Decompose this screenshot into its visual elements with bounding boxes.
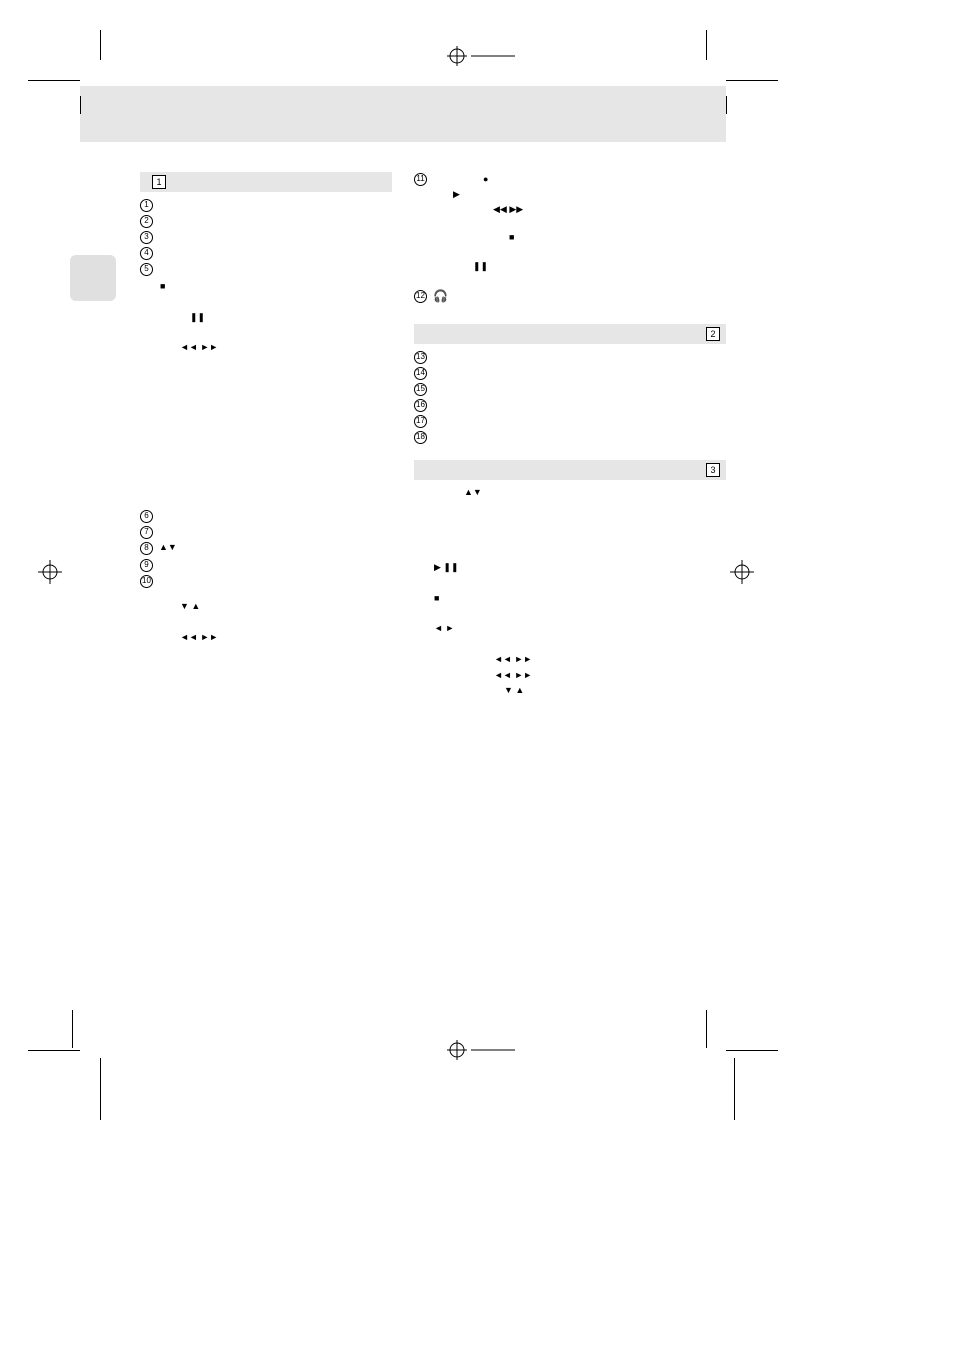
circled-3: 3	[140, 231, 153, 244]
section-1-numbox: 1	[152, 175, 166, 189]
crop-mark	[726, 80, 778, 81]
headphones-icon: 🎧	[433, 288, 448, 304]
item-10: 10	[140, 574, 392, 588]
crop-mark	[28, 1050, 80, 1051]
item-1: 1	[140, 198, 392, 212]
skip-back-fwd-icon: ◄◄ ►►	[494, 653, 534, 665]
circled-11: 11	[414, 173, 427, 186]
item-8: 8 ▲▼	[140, 541, 392, 556]
play-pause-icon: ▶ ❚❚	[434, 561, 474, 573]
registration-mark-top	[437, 46, 517, 66]
circled-1: 1	[140, 199, 153, 212]
stop-icon: ■	[509, 231, 549, 243]
registration-mark-left	[38, 560, 62, 584]
stop-icon: ■	[434, 592, 474, 604]
stop-icon: ■	[160, 280, 200, 292]
circled-8: 8	[140, 542, 153, 555]
item-14: 14	[414, 366, 726, 380]
section-3-numbox: 3	[706, 463, 720, 477]
down-up-icon: ▼ ▲	[504, 684, 544, 696]
up-down-icon: ▲▼	[464, 486, 504, 498]
item-6: 6	[140, 509, 392, 523]
header-trim-right	[726, 96, 727, 114]
circled-2: 2	[140, 215, 153, 228]
section-2-header: 2	[414, 324, 726, 344]
registration-mark-bottom	[437, 1040, 517, 1060]
item-11: 11 ● ▶ ◀◀ ▶▶ ■ ❚❚	[414, 172, 726, 275]
crop-mark	[28, 80, 80, 81]
item-5: 5	[140, 262, 392, 276]
item-9: 9	[140, 558, 392, 572]
item-12: 12 🎧	[414, 289, 726, 304]
item-18: 18	[414, 430, 726, 444]
rew-ff-icon: ◀◀ ▶▶	[493, 203, 533, 215]
item-7: 7	[140, 525, 392, 539]
page-header-bar	[80, 86, 726, 142]
circled-6: 6	[140, 510, 153, 523]
crop-mark	[706, 30, 707, 60]
item-15: 15	[414, 382, 726, 396]
section-1-header: 1	[140, 172, 392, 192]
circled-7: 7	[140, 526, 153, 539]
crop-mark	[100, 30, 101, 60]
crop-mark	[726, 1050, 778, 1051]
circled-12: 12	[414, 290, 427, 303]
header-trim-left	[80, 96, 81, 114]
prev-next-icon: ◄ ►	[434, 622, 474, 634]
circled-9: 9	[140, 559, 153, 572]
item-16: 16	[414, 398, 726, 412]
item-17: 17	[414, 414, 726, 428]
record-icon: ●	[483, 173, 523, 185]
item-3: 3	[140, 230, 392, 244]
down-up-icon: ▼ ▲	[180, 600, 220, 612]
play-icon: ▶	[453, 188, 493, 200]
pause-icon: ❚❚	[473, 260, 513, 272]
up-down-icon: ▲▼	[159, 542, 177, 552]
rewind-forward-icons: ◄◄ ►►	[180, 341, 220, 353]
item-2: 2	[140, 214, 392, 228]
right-column: 11 ● ▶ ◀◀ ▶▶ ■ ❚❚ 12	[414, 170, 726, 700]
circled-10: 10	[140, 575, 153, 588]
skip-back-fwd-icon-2: ◄◄ ►►	[494, 669, 534, 681]
rewind-forward-icon: ◄◄ ►►	[180, 631, 220, 643]
crop-mark	[72, 1010, 73, 1048]
left-column: 1 1 2	[80, 170, 392, 700]
circled-5: 5	[140, 263, 153, 276]
crop-mark	[706, 1010, 707, 1048]
pause-icon: ❚❚	[190, 311, 230, 323]
item-4: 4	[140, 246, 392, 260]
registration-mark-right	[730, 560, 754, 584]
circled-4: 4	[140, 247, 153, 260]
section-2-numbox: 2	[706, 327, 720, 341]
page-content: 1 1 2	[80, 170, 726, 700]
crop-mark	[734, 1058, 735, 1120]
section-3-header: 3	[414, 460, 726, 480]
crop-mark	[100, 1058, 101, 1120]
item-13: 13	[414, 350, 726, 364]
